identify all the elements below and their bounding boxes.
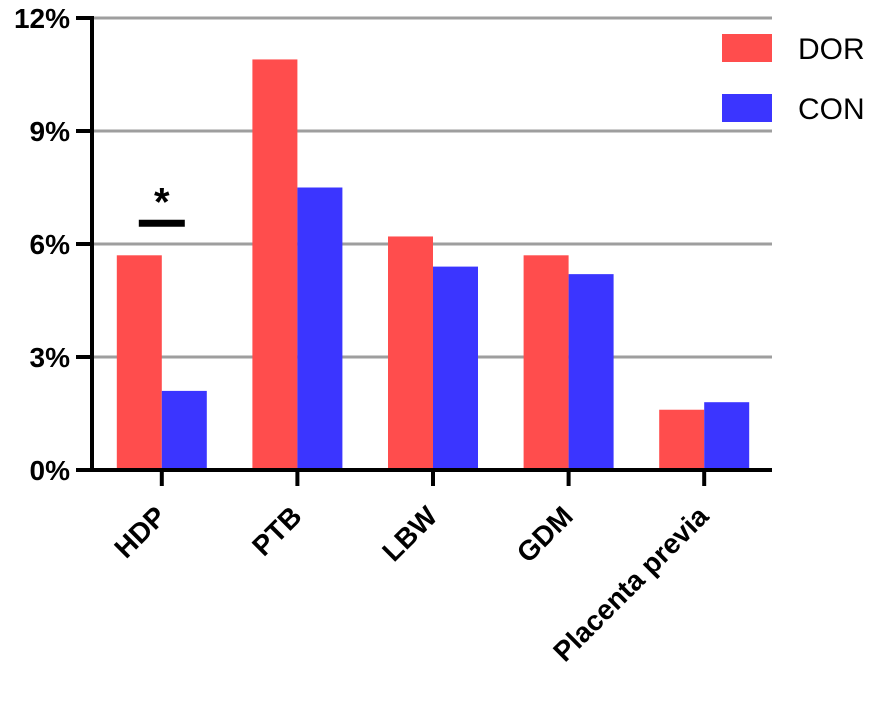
bar-dor-gdm bbox=[523, 255, 569, 470]
y-tick-label: 9% bbox=[30, 116, 71, 147]
legend: DOR CON bbox=[722, 33, 865, 126]
significance-marker: * bbox=[154, 180, 170, 224]
bar-con-lbw bbox=[433, 266, 478, 470]
bar-dor-hdp bbox=[116, 255, 162, 470]
y-tick-label: 12% bbox=[14, 3, 70, 34]
x-tick-label: HDP bbox=[108, 500, 172, 564]
legend-swatch-con bbox=[722, 94, 772, 122]
x-tick-label: GDM bbox=[511, 500, 579, 568]
y-tick-label: 3% bbox=[30, 342, 71, 373]
y-tick-label: 0% bbox=[30, 455, 71, 486]
bar-dor-ptb bbox=[252, 59, 298, 470]
y-tick-label: 6% bbox=[30, 229, 71, 260]
bar-con-ptb bbox=[297, 187, 343, 470]
bar-con-placenta-previa bbox=[704, 402, 750, 470]
bars bbox=[116, 59, 750, 470]
bar-con-hdp bbox=[161, 390, 207, 470]
annotations: * bbox=[138, 180, 185, 227]
legend-label-dor: DOR bbox=[798, 33, 865, 66]
bar-dor-lbw bbox=[388, 236, 433, 470]
legend-swatch-dor bbox=[722, 34, 772, 62]
x-tick-label: LBW bbox=[376, 500, 443, 567]
legend-label-con: CON bbox=[798, 93, 865, 126]
y-axis-ticks: 0% 3% 6% 9% 12% bbox=[14, 3, 92, 486]
bar-con-gdm bbox=[568, 274, 614, 470]
x-tick-label: PTB bbox=[246, 500, 308, 562]
bar-dor-placenta-previa bbox=[659, 409, 705, 470]
